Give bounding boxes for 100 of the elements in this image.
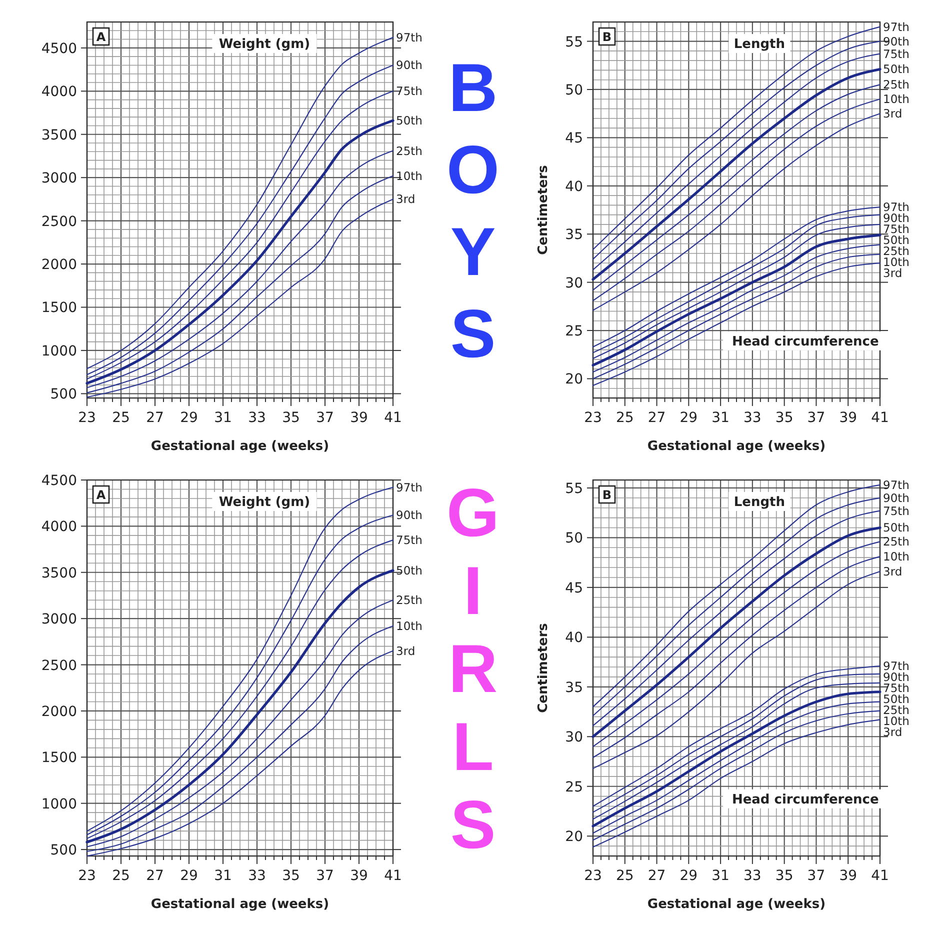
y-tick-label: 4500: [41, 40, 77, 57]
x-tick-label: 39: [350, 868, 368, 884]
y-tick-label: 40: [565, 630, 583, 646]
y-tick-label: 35: [565, 227, 583, 244]
y-tick-label: 2500: [41, 658, 77, 674]
y-tick-label: 25: [565, 779, 583, 796]
x-tick-label: 27: [648, 410, 666, 426]
x-tick-label: 37: [807, 868, 826, 884]
x-tick-label: 23: [78, 410, 96, 426]
text: Weight (gm): [218, 37, 310, 52]
x-tick-label: 35: [775, 868, 794, 884]
y-tick-label: 1500: [41, 300, 77, 316]
x-tick-label: 23: [584, 868, 602, 884]
x-tick-label: 29: [680, 410, 698, 426]
y-tick-label: 25: [565, 324, 583, 340]
x-tick-label: 33: [248, 410, 266, 426]
y-tick-label: 1500: [41, 750, 77, 766]
series-label: 97th: [396, 30, 422, 45]
series-label: 97th: [883, 478, 910, 492]
x-tick-label: 31: [712, 868, 730, 884]
annotation: B: [602, 488, 612, 502]
x-tick-label: 33: [248, 868, 266, 884]
series-label: 75th: [883, 46, 910, 61]
y-tick-label: 20: [565, 829, 583, 846]
text: BOYS: [446, 50, 500, 372]
series-label: 90th: [396, 58, 422, 72]
x-tick-label: 41: [384, 868, 402, 884]
y-tick-label: 30: [565, 730, 583, 746]
annotation: Head circumference: [732, 792, 879, 808]
x-tick-label: 35: [282, 410, 300, 426]
x-tick-label: 33: [744, 868, 762, 884]
x-tick-label: 41: [871, 410, 889, 426]
series-label: 75th: [396, 533, 422, 548]
y-tick-label: 3000: [41, 612, 77, 628]
y-tick-label: 45: [565, 130, 583, 147]
y-tick-label: 2000: [41, 704, 77, 720]
series-label: 50th: [396, 114, 422, 128]
y-tick-label: 35: [565, 680, 583, 696]
x-tick-label: 39: [350, 410, 368, 426]
x-tick-label: 23: [78, 868, 96, 884]
x-tick-label: 29: [180, 868, 198, 884]
y-tick-label: 50: [565, 530, 583, 547]
series-label: 3rd: [883, 106, 902, 121]
y-tick-label: 45: [565, 580, 583, 596]
series-label: 25th: [396, 593, 422, 608]
series-label: 10th: [396, 168, 422, 183]
series-label: 90th: [883, 490, 910, 505]
series-label: 50th: [883, 520, 910, 535]
x-tick-label: 25: [112, 410, 130, 426]
series-label: 50th: [396, 564, 422, 578]
x-tick-label: 25: [112, 868, 130, 884]
y-tick-label: 55: [565, 480, 583, 497]
x-tick-label: 29: [180, 410, 198, 426]
series-label: 25th: [883, 534, 910, 549]
x-tick-label: 31: [712, 410, 730, 426]
series-label: 50th: [883, 62, 910, 76]
text: GIRLS: [446, 475, 500, 863]
x-tick-label: 35: [775, 410, 794, 426]
text: Weight (gm): [218, 495, 310, 510]
x-tick-label: 35: [282, 868, 300, 884]
series-label: 25th: [883, 78, 910, 92]
x-tick-label: 29: [680, 868, 698, 884]
series-label: 10th: [883, 550, 910, 564]
series-label: 90th: [396, 508, 422, 522]
x-tick-label: 33: [744, 410, 762, 426]
series-label: 3rd: [883, 564, 902, 579]
x-tick-label: 39: [839, 868, 858, 884]
annotation: B: [602, 30, 612, 44]
series-label: 75th: [883, 504, 910, 518]
x-tick-label: 37: [807, 410, 826, 426]
x-tick-label: 41: [384, 410, 402, 426]
y-tick-label: 3500: [41, 565, 77, 582]
x-tick-label: 27: [648, 868, 666, 884]
x-tick-label: 37: [316, 410, 334, 426]
x-tick-label: 31: [214, 410, 232, 426]
x-tick-label: 27: [146, 868, 164, 884]
x-axis-title: Gestational age (weeks): [150, 897, 330, 912]
annotation: Head circumference: [732, 334, 879, 350]
x-tick-label: 27: [146, 410, 164, 426]
series-label: 10th: [396, 618, 422, 633]
x-tick-label: 25: [616, 410, 634, 426]
x-tick-label: 23: [584, 410, 602, 426]
y-tick-label: 40: [565, 178, 583, 195]
y-tick-label: 3000: [41, 170, 77, 187]
text: Length: [734, 495, 786, 510]
y-tick-label: 500: [50, 386, 77, 403]
y-tick-label: 3500: [41, 127, 77, 144]
y-tick-label: 4000: [41, 519, 77, 536]
y-tick-label: 1000: [41, 343, 77, 360]
y-tick-label: 55: [565, 34, 583, 50]
annotation: A: [96, 30, 106, 44]
y-tick-label: 50: [565, 82, 583, 98]
series-label: 3rd: [396, 644, 416, 658]
y-tick-label: 2000: [41, 257, 77, 274]
text: Length: [734, 37, 786, 52]
y-tick-label: 500: [50, 842, 77, 859]
x-tick-label: 41: [871, 868, 889, 884]
y-axis-title: Centimeters: [536, 164, 551, 255]
x-tick-label: 25: [616, 868, 634, 884]
x-axis-title: Gestational age (weeks): [647, 439, 826, 454]
